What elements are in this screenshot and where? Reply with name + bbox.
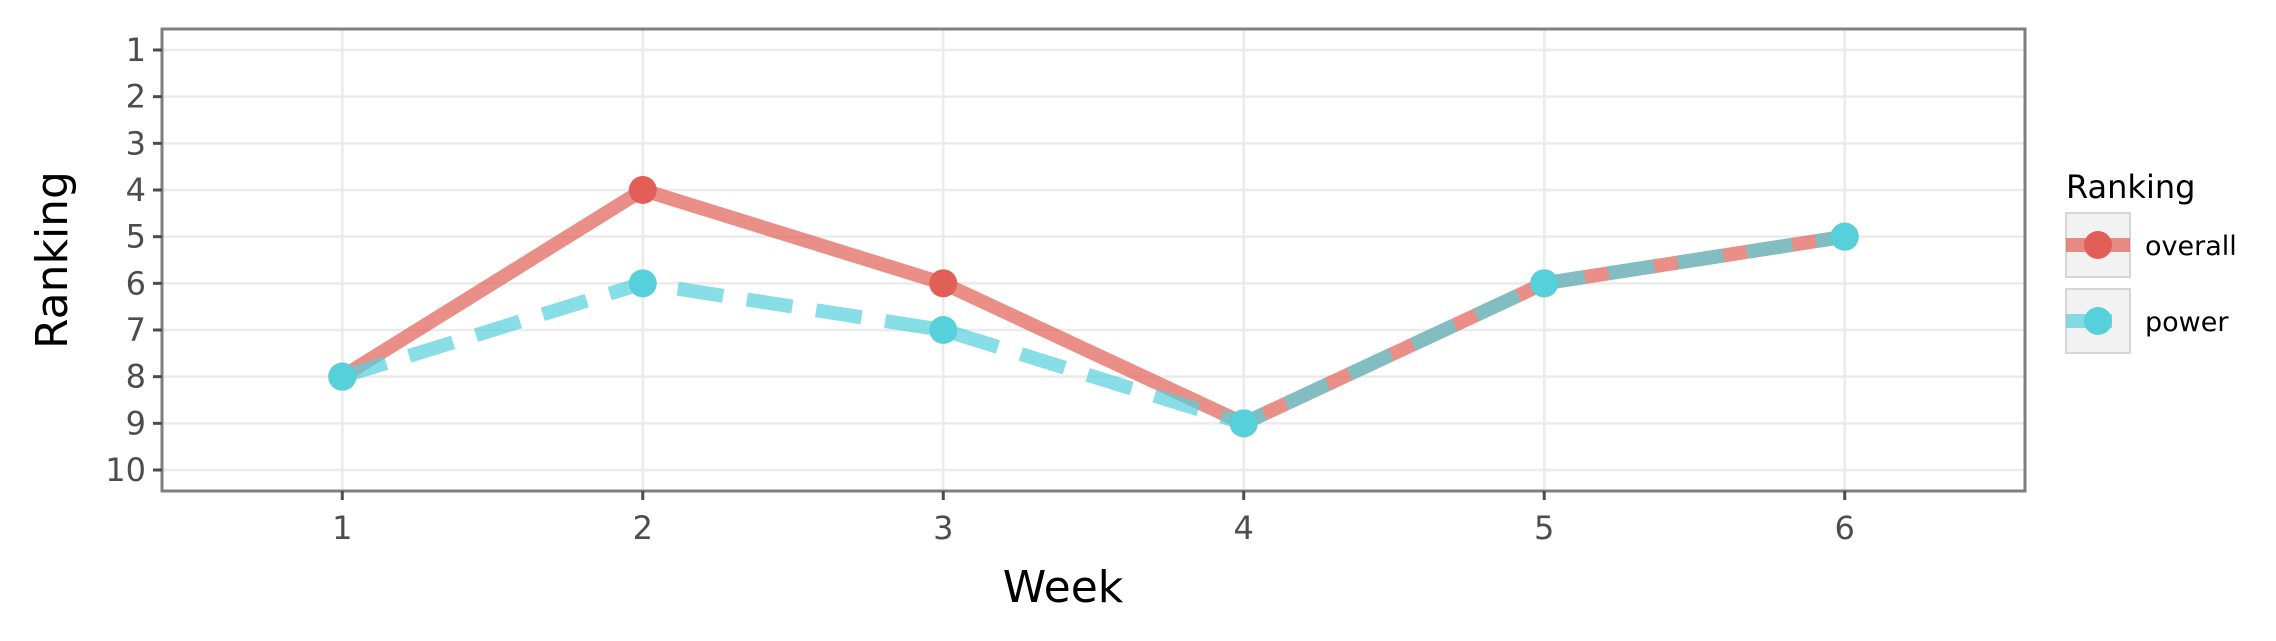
data-point-overall — [929, 269, 958, 298]
series-line-overall — [338, 183, 1846, 431]
data-point-power — [1830, 222, 1859, 251]
series-line-power — [340, 229, 1846, 431]
x-tick-label: 5 — [1534, 509, 1554, 547]
y-tick-label: 5 — [126, 218, 146, 256]
x-tick-label: 3 — [933, 509, 953, 547]
series-lines — [338, 183, 1846, 431]
data-point-power — [929, 316, 958, 344]
legend: Ranking overall power — [2065, 168, 2237, 354]
x-tick-label: 2 — [633, 509, 653, 547]
plot-panel — [162, 29, 2025, 491]
legend-title: Ranking — [2066, 168, 2195, 206]
x-tick-label: 6 — [1835, 509, 1855, 547]
y-tick-label: 2 — [126, 78, 146, 116]
x-tick-label: 1 — [332, 509, 352, 547]
legend-items: overall power — [2065, 212, 2237, 354]
series-points — [328, 176, 1859, 438]
y-axis-title: Ranking — [27, 171, 78, 349]
x-axis-title: Week — [1003, 562, 1124, 613]
x-axis-ticks: 1 2 3 4 5 6 — [332, 491, 1855, 547]
data-point-power — [1229, 409, 1258, 438]
y-tick-label: 7 — [126, 311, 146, 349]
legend-key-point — [2084, 307, 2112, 335]
y-tick-label: 10 — [105, 451, 146, 489]
data-point-overall — [628, 176, 657, 204]
x-tick-label: 4 — [1234, 509, 1254, 547]
legend-label: overall — [2145, 231, 2237, 262]
data-point-power — [1530, 269, 1559, 298]
data-point-power — [328, 362, 357, 391]
data-point-power — [628, 269, 657, 298]
y-tick-label: 4 — [126, 171, 146, 209]
legend-label: power — [2145, 307, 2229, 338]
legend-item-power: power — [2065, 288, 2229, 354]
y-tick-label: 6 — [126, 264, 146, 302]
y-tick-label: 8 — [126, 358, 146, 396]
y-tick-label: 9 — [126, 404, 146, 442]
y-axis-ticks: 1 2 3 4 5 6 7 8 9 10 — [105, 31, 162, 489]
legend-item-overall: overall — [2065, 212, 2237, 278]
plot-border — [160, 27, 2027, 493]
legend-key-point — [2084, 231, 2112, 259]
y-tick-label: 3 — [126, 124, 146, 162]
y-tick-label: 1 — [126, 31, 146, 69]
